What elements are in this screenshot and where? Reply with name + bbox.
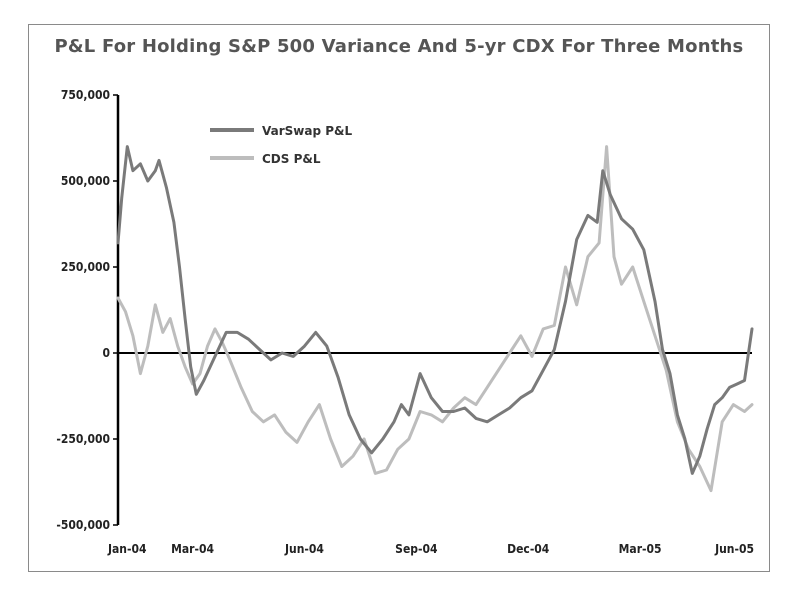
chart-frame <box>28 24 770 572</box>
x-tick-label: Jan-04 <box>107 542 147 556</box>
x-tick-label: Mar-04 <box>171 542 214 556</box>
chart-title: P&L For Holding S&P 500 Variance And 5-y… <box>54 36 744 57</box>
axes: 750,000 500,000 250,000 0 -250,000 -500,000 Ja… <box>56 88 754 556</box>
series-line-varswap <box>116 145 754 475</box>
y-tick-label: 500,000 <box>61 174 110 188</box>
legend: VarSwap P&L CDS P&L <box>210 124 353 166</box>
series-layer <box>116 145 754 493</box>
y-tick-label: -250,000 <box>56 432 110 446</box>
x-tick-label: Jun-04 <box>284 542 324 556</box>
y-tick-label: 750,000 <box>61 88 110 102</box>
series-line-cds <box>116 145 754 493</box>
y-tick-label: 0 <box>102 346 110 360</box>
x-tick-label: Jun-05 <box>714 542 754 556</box>
y-tick-label: -500,000 <box>56 518 110 532</box>
y-tick-label: 250,000 <box>61 260 110 274</box>
legend-label: VarSwap P&L <box>262 124 353 138</box>
legend-label: CDS P&L <box>262 152 321 166</box>
x-tick-label: Sep-04 <box>395 542 438 556</box>
x-tick-label: Dec-04 <box>507 542 550 556</box>
x-tick-label: Mar-05 <box>619 542 662 556</box>
